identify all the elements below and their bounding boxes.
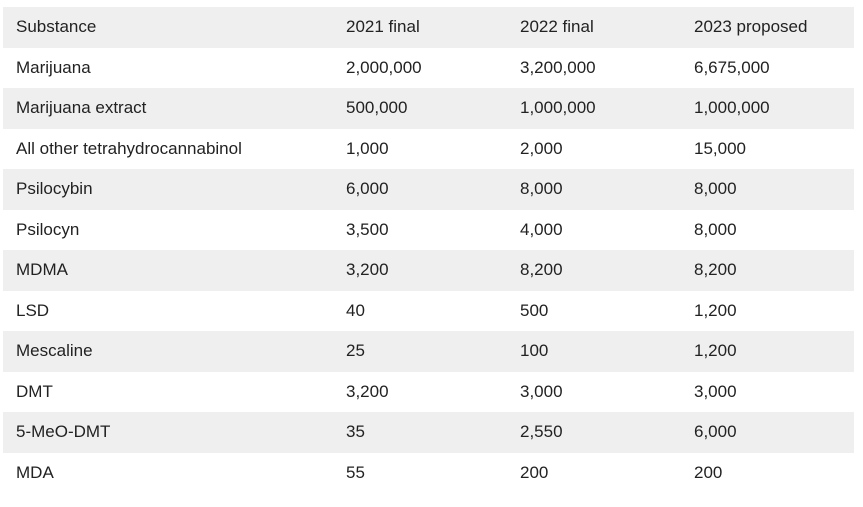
table-row: MDA 55 200 200 [3, 453, 854, 494]
table-row: Mescaline 25 100 1,200 [3, 331, 854, 372]
table-header-row: Substance 2021 final 2022 final 2023 pro… [3, 7, 854, 48]
table-row: Psilocybin 6,000 8,000 8,000 [3, 169, 854, 210]
table-row: 5-MeO-DMT 35 2,550 6,000 [3, 412, 854, 453]
substance-cell: All other tetrahydrocannabinol [16, 138, 242, 158]
value-2022-cell: 2,000 [520, 138, 563, 158]
substance-cell: Marijuana extract [16, 98, 147, 118]
value-2021-cell: 500,000 [346, 98, 408, 118]
header-2021-final: 2021 final [346, 17, 420, 37]
value-2022-cell: 2,550 [520, 422, 563, 442]
value-2022-cell: 8,000 [520, 179, 563, 199]
value-2023-cell: 1,000,000 [694, 98, 770, 118]
value-2021-cell: 2,000,000 [346, 57, 422, 77]
value-2021-cell: 3,500 [346, 219, 389, 239]
value-2022-cell: 200 [520, 462, 549, 482]
value-2021-cell: 55 [346, 462, 365, 482]
substance-cell: MDA [16, 462, 54, 482]
value-2022-cell: 3,000 [520, 381, 563, 401]
value-2022-cell: 100 [520, 341, 549, 361]
value-2021-cell: 35 [346, 422, 365, 442]
value-2022-cell: 500 [520, 300, 549, 320]
value-2022-cell: 4,000 [520, 219, 563, 239]
value-2023-cell: 15,000 [694, 138, 746, 158]
value-2022-cell: 1,000,000 [520, 98, 596, 118]
value-2023-cell: 1,200 [694, 300, 737, 320]
header-2022-final: 2022 final [520, 17, 594, 37]
header-2023-proposed: 2023 proposed [694, 17, 808, 37]
value-2023-cell: 8,000 [694, 219, 737, 239]
value-2023-cell: 6,675,000 [694, 57, 770, 77]
table-row: LSD 40 500 1,200 [3, 291, 854, 332]
value-2023-cell: 1,200 [694, 341, 737, 361]
substance-cell: Psilocyn [16, 219, 80, 239]
value-2023-cell: 8,000 [694, 179, 737, 199]
table-row: Psilocyn 3,500 4,000 8,000 [3, 210, 854, 251]
value-2021-cell: 40 [346, 300, 365, 320]
value-2023-cell: 8,200 [694, 260, 737, 280]
value-2022-cell: 8,200 [520, 260, 563, 280]
substance-cell: Mescaline [16, 341, 93, 361]
table-row: DMT 3,200 3,000 3,000 [3, 372, 854, 413]
table-row: MDMA 3,200 8,200 8,200 [3, 250, 854, 291]
value-2023-cell: 3,000 [694, 381, 737, 401]
table-row: Marijuana extract 500,000 1,000,000 1,00… [3, 88, 854, 129]
quota-table: Substance 2021 final 2022 final 2023 pro… [3, 7, 854, 493]
substance-cell: LSD [16, 300, 50, 320]
value-2023-cell: 6,000 [694, 422, 737, 442]
value-2021-cell: 6,000 [346, 179, 389, 199]
value-2022-cell: 3,200,000 [520, 57, 596, 77]
substance-cell: DMT [16, 381, 53, 401]
substance-cell: Psilocybin [16, 179, 93, 199]
value-2021-cell: 3,200 [346, 381, 389, 401]
table-row: Marijuana 2,000,000 3,200,000 6,675,000 [3, 48, 854, 89]
table-row: All other tetrahydrocannabinol 1,000 2,0… [3, 129, 854, 170]
substance-cell: Marijuana [16, 57, 91, 77]
value-2021-cell: 25 [346, 341, 365, 361]
header-substance: Substance [16, 17, 97, 37]
substance-cell: 5-MeO-DMT [16, 422, 111, 442]
value-2021-cell: 3,200 [346, 260, 389, 280]
value-2023-cell: 200 [694, 462, 723, 482]
substance-cell: MDMA [16, 260, 68, 280]
value-2021-cell: 1,000 [346, 138, 389, 158]
